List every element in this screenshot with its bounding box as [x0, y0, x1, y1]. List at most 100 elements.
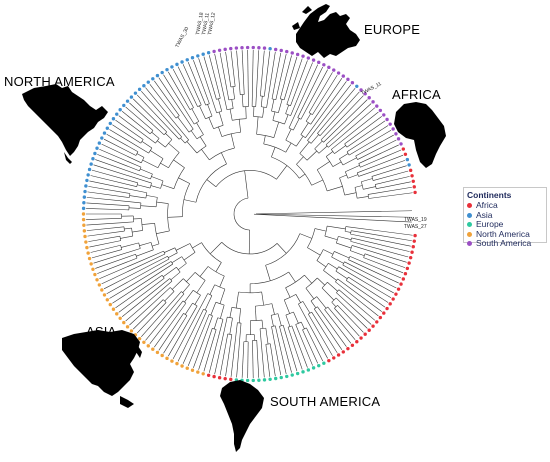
- tree-tip-dot: [413, 239, 416, 242]
- tree-branch-arc: [261, 107, 266, 108]
- tree-branch-arc: [336, 267, 339, 271]
- tree-branch-line: [286, 129, 291, 140]
- tree-tip-dot: [126, 325, 129, 328]
- tree-tip-dot: [399, 142, 402, 145]
- legend-label-south-america: South America: [476, 239, 531, 248]
- tree-branch-arc: [309, 113, 312, 115]
- tree-branch-line: [293, 312, 298, 323]
- tree-branch-line: [332, 257, 344, 263]
- tree-branch-line: [336, 243, 351, 248]
- tree-branch-line: [307, 151, 317, 160]
- tree-tip-dot: [134, 91, 137, 94]
- tree-branch-line: [317, 261, 326, 267]
- tree-branch-arc: [332, 251, 335, 257]
- tree-branch-line: [178, 178, 189, 184]
- tree-branch-line: [272, 304, 275, 315]
- tree-branch-arc: [124, 227, 125, 231]
- tree-branch-line: [200, 266, 208, 276]
- tree-branch-line: [331, 112, 378, 149]
- tree-tip-dot: [84, 184, 87, 187]
- tree-branch-line: [264, 136, 266, 144]
- tree-tip-dot: [147, 344, 150, 347]
- tree-tip-dot: [82, 201, 85, 204]
- tree-branch-line: [242, 50, 244, 94]
- tree-branch-line: [87, 231, 124, 236]
- tree-branch-arc: [260, 328, 266, 329]
- tree-branch-arc: [215, 285, 225, 289]
- tree-branch-line: [343, 158, 357, 165]
- tree-branch-line: [338, 236, 351, 239]
- tree-tip-dot: [229, 47, 232, 50]
- tree-tip-dot: [151, 347, 154, 350]
- tree-tip-dot: [115, 112, 118, 115]
- tree-tip-dot: [274, 377, 277, 380]
- tree-branch-line: [168, 217, 183, 218]
- tree-tip-dot: [165, 357, 168, 360]
- tree-branch-line: [160, 163, 168, 168]
- tree-branch-arc: [272, 326, 276, 327]
- tree-tip-dot: [371, 324, 374, 327]
- tree-tip-dot: [342, 74, 345, 77]
- tree-branch-line: [99, 149, 141, 167]
- tree-tip-dot: [83, 195, 86, 198]
- tree-branch-line: [126, 107, 153, 130]
- tree-branch-line: [188, 314, 209, 365]
- tree-branch-line: [133, 99, 167, 132]
- tree-branch-line: [296, 157, 303, 165]
- tree-tip-dot: [274, 48, 277, 51]
- tree-branch-arc: [141, 157, 144, 162]
- tree-branch-line: [271, 147, 275, 157]
- tree-tip-dot: [82, 224, 85, 227]
- tree-branch-line: [275, 326, 286, 374]
- tree-branch-line: [168, 72, 190, 110]
- tree-tip-dot: [317, 364, 320, 367]
- tree-tip-dot: [118, 317, 121, 320]
- tree-tip-dot: [317, 61, 320, 64]
- tree-branch-line: [95, 160, 150, 179]
- tree-branch-line: [137, 95, 179, 139]
- tree-tip-dot: [191, 369, 194, 372]
- tree-branch-line: [140, 169, 152, 174]
- tree-branch-line: [263, 107, 264, 117]
- tree-branch-line: [226, 52, 231, 87]
- tree-branch-line: [115, 120, 143, 139]
- tree-branch-line: [346, 227, 413, 236]
- tree-tip-dot: [406, 267, 409, 270]
- tree-branch-line: [220, 289, 225, 304]
- tree-branch-line: [314, 309, 342, 350]
- tree-branch-line: [215, 54, 227, 110]
- tree-tip-dot: [404, 153, 407, 156]
- tree-branch-line: [271, 315, 273, 326]
- tree-branch-line: [185, 303, 192, 314]
- tree-branch-line: [102, 254, 165, 284]
- tree-branch-line: [178, 117, 189, 132]
- tree-branch-line: [301, 123, 309, 135]
- tree-branch-line: [305, 275, 312, 283]
- tree-tip-dot: [93, 152, 96, 155]
- tree-branch-line: [192, 109, 199, 122]
- tree-tip-dot: [391, 297, 394, 300]
- tree-branch-line: [252, 340, 253, 378]
- tree-tip-dot: [246, 379, 249, 382]
- tree-branch-arc: [190, 244, 195, 253]
- tree-branch-line: [274, 122, 279, 138]
- tree-branch-line: [309, 72, 332, 112]
- tree-branch-line: [183, 64, 201, 105]
- tree-branch-line: [266, 344, 270, 377]
- tree-branch-line: [327, 226, 345, 229]
- tree-branch-line: [232, 99, 233, 108]
- tree-branch-arc: [273, 120, 285, 124]
- tree-branch-line: [307, 248, 320, 256]
- tree-tip-dot: [212, 375, 215, 378]
- tree-branch-line: [320, 92, 359, 136]
- tree-branch-line: [348, 260, 398, 283]
- tree-branch-line: [142, 141, 152, 148]
- tree-tip-dot: [98, 283, 101, 286]
- tree-branch-line: [192, 243, 201, 248]
- tree-branch-arc: [176, 267, 180, 272]
- tree-branch-line: [187, 141, 197, 153]
- tree-branch-line: [340, 175, 347, 178]
- tree-branch-arc: [149, 148, 152, 153]
- tree-branch-line: [345, 165, 359, 171]
- tree-branch-arc: [308, 312, 311, 314]
